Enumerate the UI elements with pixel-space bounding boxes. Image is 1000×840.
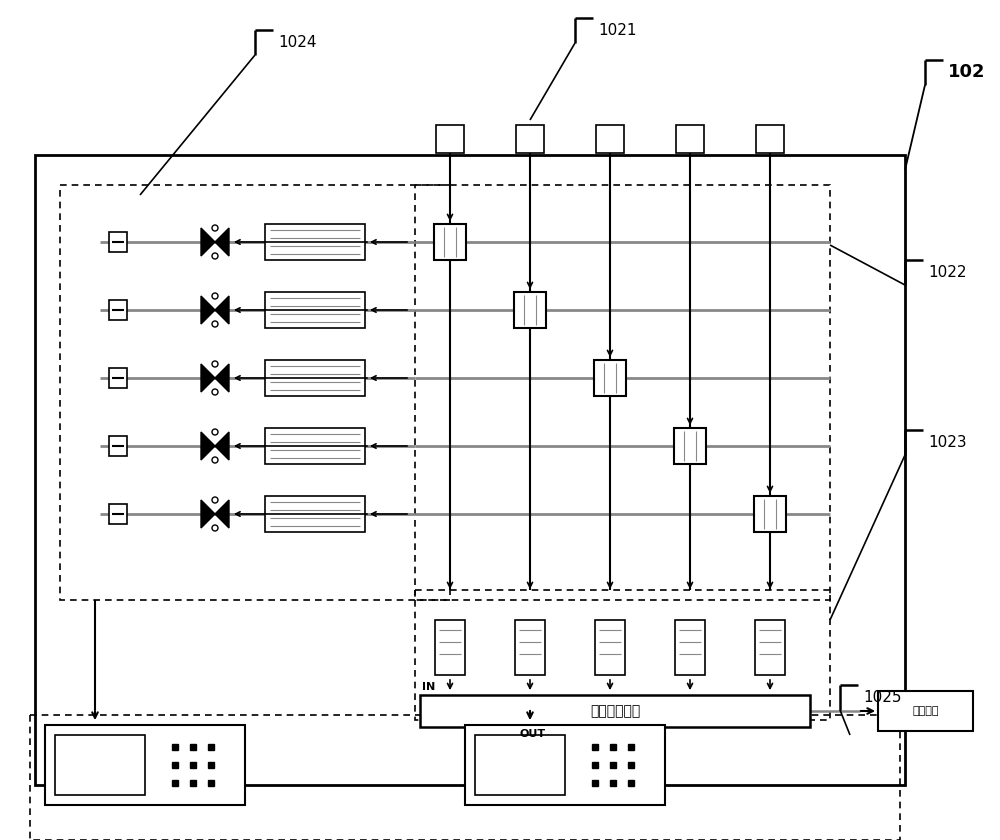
Circle shape (212, 525, 218, 531)
Bar (465, 725, 665, 805)
Bar (415, 590, 830, 720)
Bar (435, 620, 465, 675)
Text: 1022: 1022 (928, 265, 966, 280)
Circle shape (212, 457, 218, 463)
Bar (676, 125, 704, 153)
Circle shape (212, 429, 218, 435)
Bar (45, 725, 245, 805)
Polygon shape (201, 432, 215, 460)
Bar (60, 185, 450, 600)
Polygon shape (215, 432, 229, 460)
Bar (265, 496, 365, 532)
Polygon shape (201, 500, 215, 528)
Text: 1021: 1021 (598, 23, 637, 38)
Bar (674, 428, 706, 464)
Text: 均匀混合装置: 均匀混合装置 (590, 704, 640, 718)
Polygon shape (215, 364, 229, 392)
Circle shape (212, 293, 218, 299)
Circle shape (212, 321, 218, 327)
Bar (265, 292, 365, 328)
Circle shape (212, 497, 218, 503)
Bar (515, 620, 545, 675)
Bar (436, 125, 464, 153)
Text: OUT: OUT (520, 729, 546, 739)
Bar (420, 695, 810, 727)
Bar (595, 620, 625, 675)
Bar (596, 125, 624, 153)
Bar (755, 620, 785, 675)
Polygon shape (201, 364, 215, 392)
Bar (675, 620, 705, 675)
Bar (415, 185, 830, 600)
Bar (878, 691, 973, 731)
Bar (594, 360, 626, 396)
Circle shape (212, 253, 218, 259)
Bar (35, 155, 905, 785)
Text: 余气排放: 余气排放 (912, 706, 939, 716)
Text: 102: 102 (948, 63, 986, 81)
Text: IN: IN (422, 682, 435, 692)
Text: 1024: 1024 (278, 34, 316, 50)
Polygon shape (201, 296, 215, 324)
Bar (30, 715, 900, 840)
Bar (109, 504, 127, 524)
Bar (265, 428, 365, 464)
Polygon shape (215, 500, 229, 528)
Bar (475, 735, 565, 795)
Bar (109, 368, 127, 388)
Bar (109, 232, 127, 252)
Circle shape (212, 225, 218, 231)
Bar (754, 496, 786, 532)
Bar (109, 436, 127, 456)
Bar (756, 125, 784, 153)
Text: 1023: 1023 (928, 434, 967, 449)
Text: 1025: 1025 (863, 690, 902, 705)
Bar (55, 735, 145, 795)
Bar (516, 125, 544, 153)
Bar (109, 300, 127, 320)
Bar (265, 224, 365, 260)
Polygon shape (201, 228, 215, 256)
Circle shape (212, 389, 218, 395)
Circle shape (212, 361, 218, 367)
Bar (265, 360, 365, 396)
Polygon shape (215, 296, 229, 324)
Polygon shape (215, 228, 229, 256)
Bar (434, 224, 466, 260)
Bar (514, 292, 546, 328)
